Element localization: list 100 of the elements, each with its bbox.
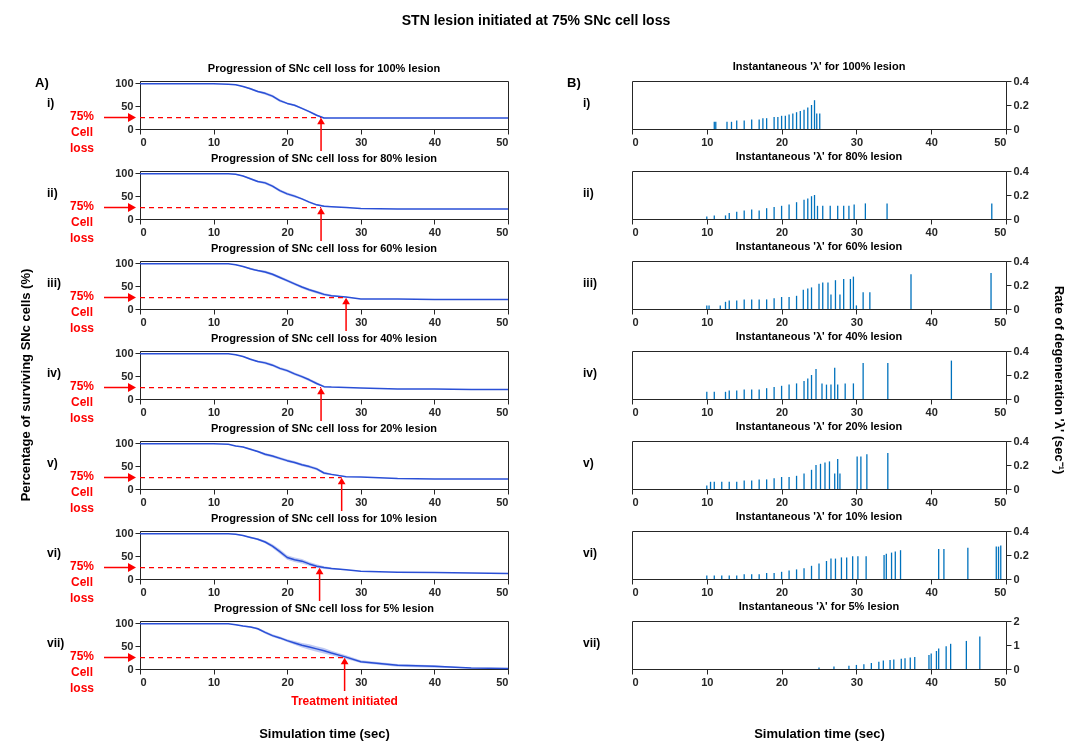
y2-tick-label: 0.2 [1013,98,1029,111]
x-tick-label: 50 [496,495,509,508]
x-tick-label: 40 [925,405,938,418]
x-tick-label: 40 [428,585,442,598]
text: i) [47,96,55,110]
text: i) [583,96,591,110]
x-tick-label: 20 [281,225,294,238]
chart-title: Instantaneous 'λ' for 40% lesion [735,330,903,342]
y2-tick-label: 0.4 [1013,434,1030,447]
x-tick-label: 50 [994,675,1007,688]
chart-title: Progression of SNc cell loss for 40% lesion [210,332,438,345]
y2-axis-title: Rate of degeneration 'λ' (sec⁻¹) [1051,285,1068,475]
x-tick-label: 20 [775,225,789,238]
x-tick-label: 40 [925,585,938,598]
chart-title: Instantaneous 'λ' for 100% lesion [732,60,906,72]
text: iv) [47,366,62,380]
text: vii) [47,636,65,650]
x-tick-label: 10 [207,495,221,508]
x-axis-title: Simulation time (sec) [754,725,885,741]
chart-title: Instantaneous 'λ' for 10% lesion [735,510,903,522]
x-tick-label: 10 [207,405,221,418]
x-tick-label: 30 [850,135,864,148]
y-tick-label: 50 [121,549,134,562]
y-tick-label: 50 [121,189,134,202]
x-tick-label: 50 [994,405,1007,418]
x-tick-label: 50 [496,225,509,238]
x-tick-label: 40 [925,135,938,148]
x-tick-label: 40 [925,495,938,508]
text: B) [567,75,581,90]
x-tick-label: 20 [281,405,294,418]
x-tick-label: 20 [775,315,789,328]
y-tick-label: 100 [115,436,134,449]
text: iv) [583,366,598,380]
x-tick-label: 30 [850,315,864,328]
x-tick-label: 30 [355,405,368,418]
x-tick-label: 0 [632,675,639,688]
x-tick-label: 10 [701,225,714,238]
x-tick-label: 50 [994,315,1007,328]
x-tick-label: 20 [281,315,294,328]
chart-title: Progression of SNc cell loss for 60% lesion [210,242,438,255]
y2-tick-label: 0.4 [1013,524,1030,537]
x-tick-label: 0 [140,225,147,238]
x-tick-label: 10 [701,135,714,148]
chart-title: Progression of SNc cell loss for 5% lesion [213,602,435,615]
text: ii) [47,186,58,200]
x-tick-label: 20 [775,585,789,598]
y-tick-label: 0 [127,212,134,225]
y-tick-label: 50 [121,639,134,652]
y2-tick-label: 2 [1013,614,1020,627]
y2-tick-label: 0 [1013,122,1020,135]
y-axis-title: Percentage of surviving SNc cells (%) [17,268,33,502]
x-tick-label: 10 [701,675,714,688]
y2-tick-label: 0.2 [1013,458,1029,471]
x-tick-label: 10 [701,495,714,508]
x-tick-label: 50 [496,405,509,418]
x-tick-label: 0 [140,585,147,598]
y-tick-label: 100 [115,76,134,89]
chart-title: Instantaneous 'λ' for 20% lesion [735,420,903,432]
x-tick-label: 0 [140,675,147,688]
chart-title: Instantaneous 'λ' for 60% lesion [735,240,903,252]
y-tick-label: 0 [127,482,134,495]
chart-title: Progression of SNc cell loss for 80% lesion [210,152,438,165]
x-tick-label: 30 [850,225,864,238]
x-tick-label: 30 [355,135,368,148]
y-tick-label: 50 [121,459,134,472]
y-tick-label: 100 [115,256,134,269]
chart-title: Instantaneous 'λ' for 5% lesion [738,600,900,612]
x-tick-label: 0 [632,585,639,598]
legend-label: 75% Cell loss [69,288,95,335]
text: v) [47,456,58,470]
x-tick-label: 10 [207,315,221,328]
x-tick-label: 20 [281,675,294,688]
x-tick-label: 40 [925,315,938,328]
x-tick-label: 20 [775,675,789,688]
chart-title: Progression of SNc cell loss for 10% lesion [210,512,438,525]
x-tick-label: 10 [207,675,221,688]
y2-tick-label: 0.4 [1013,164,1030,177]
y2-tick-label: 0.4 [1013,254,1030,267]
y-tick-label: 50 [121,99,134,112]
x-tick-label: 50 [496,585,509,598]
y-tick-label: 50 [121,369,134,382]
text: iii) [583,276,597,290]
x-tick-label: 40 [428,315,442,328]
x-tick-label: 40 [428,225,442,238]
text: STN lesion initiated at 75% SNc cell loss [400,12,672,28]
x-tick-label: 10 [207,225,221,238]
x-tick-label: 30 [850,495,864,508]
x-tick-label: 30 [355,225,368,238]
y-tick-label: 0 [127,302,134,315]
x-tick-label: 50 [994,135,1007,148]
x-tick-label: 20 [775,495,789,508]
x-tick-label: 30 [850,675,864,688]
x-tick-label: 40 [428,495,442,508]
x-tick-label: 30 [355,315,368,328]
x-tick-label: 0 [632,315,639,328]
ref-line-label: Treatment initiated [291,694,398,708]
x-tick-label: 0 [632,495,639,508]
x-tick-label: 30 [355,585,368,598]
x-tick-label: 10 [701,585,714,598]
x-tick-label: 0 [140,405,147,418]
